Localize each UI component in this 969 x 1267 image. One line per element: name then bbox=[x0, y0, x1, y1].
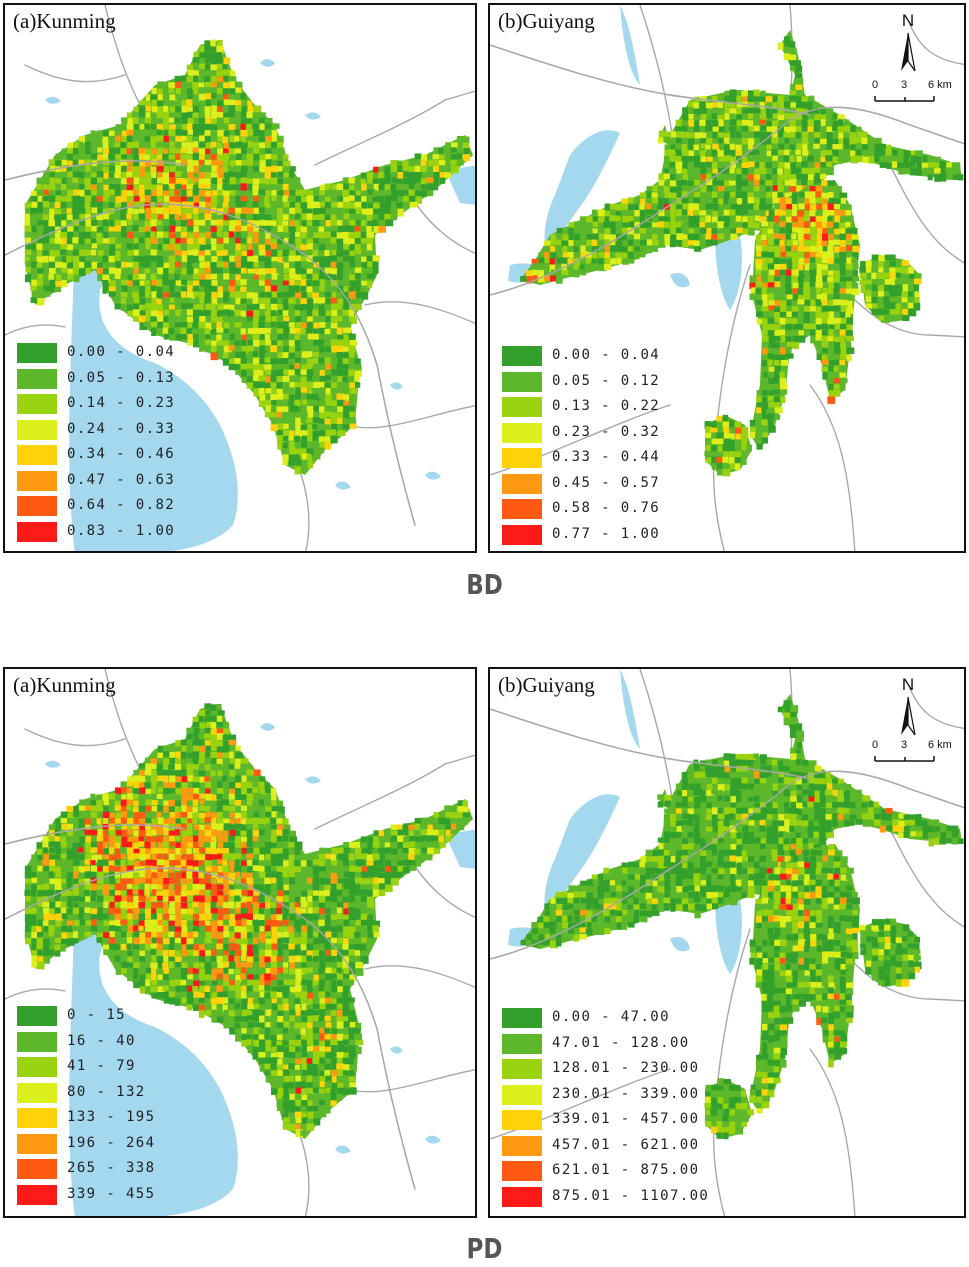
legend-label: 0.47 - 0.63 bbox=[67, 471, 176, 488]
legend-swatch bbox=[17, 1133, 57, 1154]
map-canvas bbox=[5, 5, 475, 551]
legend-swatch bbox=[502, 448, 542, 468]
legend-label: 0.00 - 0.04 bbox=[552, 347, 661, 363]
legend-label: 133 - 195 bbox=[67, 1109, 156, 1125]
scale-tick-3: 3 bbox=[901, 739, 908, 751]
legend-swatch bbox=[17, 394, 57, 414]
legend-label: 0.05 - 0.12 bbox=[552, 372, 661, 389]
scale-tick-3: 3 bbox=[901, 79, 908, 91]
legend-swatch bbox=[502, 371, 542, 392]
map-canvas bbox=[490, 5, 964, 551]
legend-swatch bbox=[502, 1033, 542, 1054]
legend-label: 0.00 - 0.04 bbox=[67, 344, 176, 360]
legend-swatch bbox=[17, 521, 57, 542]
legend-swatch bbox=[17, 470, 57, 491]
legend-swatch bbox=[502, 397, 542, 417]
legend-label: 265 - 338 bbox=[67, 1160, 156, 1176]
section-label-pd: PD bbox=[466, 1232, 503, 1265]
scale-tick-6: 6 km bbox=[928, 739, 952, 751]
legend-label: 0.33 - 0.44 bbox=[552, 449, 661, 465]
map-canvas bbox=[5, 669, 475, 1216]
map-panel-bd-kunming: (a)Kunming 0.00 - 0.04 0.05 - 0.13 0.14 - … bbox=[3, 3, 477, 553]
scale-tick-6: 6 km bbox=[928, 79, 952, 91]
section-label-bd: BD bbox=[466, 568, 503, 601]
legend-label: 0.05 - 0.13 bbox=[67, 369, 176, 386]
legend-label: 875.01 - 1107.00 bbox=[552, 1187, 710, 1204]
legend-swatch bbox=[502, 1110, 542, 1130]
legend-label: 196 - 264 bbox=[67, 1134, 156, 1151]
legend-label: 0.24 - 0.33 bbox=[67, 420, 176, 437]
map-canvas bbox=[490, 669, 964, 1216]
legend-label: 0.23 - 0.32 bbox=[552, 423, 661, 440]
legend-swatch bbox=[502, 1084, 542, 1105]
map-panel-pd-guiyang: (b)Guiyang 0.00 - 47.00 47.01 - 128.00 128… bbox=[488, 667, 966, 1218]
panel-title: (a)Kunming bbox=[13, 9, 116, 33]
scale-bar: 0 3 6 km bbox=[870, 79, 964, 109]
legend-swatch bbox=[17, 368, 57, 389]
legend-label: 16 - 40 bbox=[67, 1032, 136, 1049]
legend-swatch bbox=[502, 1059, 542, 1079]
legend-swatch bbox=[17, 1057, 57, 1077]
legend-label: 0 - 15 bbox=[67, 1007, 126, 1023]
panel-title: (b)Guiyang bbox=[498, 673, 595, 697]
legend-label: 0.45 - 0.57 bbox=[552, 474, 661, 491]
legend-swatch bbox=[17, 1031, 57, 1052]
legend-swatch bbox=[17, 496, 57, 516]
scale-tick-0: 0 bbox=[872, 739, 879, 751]
legend-label: 457.01 - 621.00 bbox=[552, 1136, 700, 1153]
legend-swatch bbox=[502, 499, 542, 519]
legend-label: 0.00 - 47.00 bbox=[552, 1009, 670, 1025]
legend-swatch bbox=[17, 445, 57, 465]
legend-label: 0.77 - 1.00 bbox=[552, 525, 661, 542]
panel-title: (a)Kunming bbox=[13, 673, 116, 697]
legend-label: 0.58 - 0.76 bbox=[552, 500, 661, 516]
legend-swatch bbox=[502, 524, 542, 545]
legend-label: 339.01 - 457.00 bbox=[552, 1111, 700, 1127]
urban-area bbox=[24, 703, 473, 1139]
legend-swatch bbox=[502, 346, 542, 366]
legend-label: 621.01 - 875.00 bbox=[552, 1162, 700, 1178]
legend-swatch bbox=[17, 1108, 57, 1128]
legend-label: 47.01 - 128.00 bbox=[552, 1034, 690, 1051]
north-arrow-icon: N bbox=[893, 675, 923, 739]
north-arrow-icon: N bbox=[893, 11, 923, 75]
legend-swatch bbox=[502, 1008, 542, 1028]
urban-area bbox=[24, 39, 473, 475]
legend-swatch bbox=[17, 419, 57, 440]
legend-swatch bbox=[17, 1159, 57, 1179]
legend-label: 230.01 - 339.00 bbox=[552, 1085, 700, 1102]
legend-label: 128.01 - 230.00 bbox=[552, 1060, 700, 1076]
map-panel-bd-guiyang: (b)Guiyang 0.00 - 0.04 0.05 - 0.12 0.13 - … bbox=[488, 3, 966, 553]
north-label: N bbox=[901, 11, 915, 30]
legend-swatch bbox=[502, 1161, 542, 1181]
legend-label: 0.13 - 0.22 bbox=[552, 398, 661, 414]
map-panel-pd-kunming: (a)Kunming 0 - 15 16 - 40 41 - 79 80 - 132 1… bbox=[3, 667, 477, 1218]
legend-label: 41 - 79 bbox=[67, 1058, 136, 1074]
legend-swatch bbox=[502, 1135, 542, 1156]
legend-label: 0.14 - 0.23 bbox=[67, 395, 176, 411]
legend-label: 0.83 - 1.00 bbox=[67, 522, 176, 539]
legend-label: 0.64 - 0.82 bbox=[67, 497, 176, 513]
legend-label: 339 - 455 bbox=[67, 1185, 156, 1202]
scale-bar: 0 3 6 km bbox=[870, 739, 964, 769]
legend-label: 80 - 132 bbox=[67, 1083, 146, 1100]
legend-swatch bbox=[502, 473, 542, 494]
scale-tick-0: 0 bbox=[872, 79, 879, 91]
legend-swatch bbox=[17, 1184, 57, 1205]
legend-label: 0.34 - 0.46 bbox=[67, 446, 176, 462]
panel-title: (b)Guiyang bbox=[498, 9, 595, 33]
legend-swatch bbox=[502, 1186, 542, 1207]
legend-swatch bbox=[502, 422, 542, 443]
legend-swatch bbox=[17, 1082, 57, 1103]
legend-swatch bbox=[17, 343, 57, 363]
legend-swatch bbox=[17, 1006, 57, 1026]
north-label: N bbox=[901, 675, 915, 694]
